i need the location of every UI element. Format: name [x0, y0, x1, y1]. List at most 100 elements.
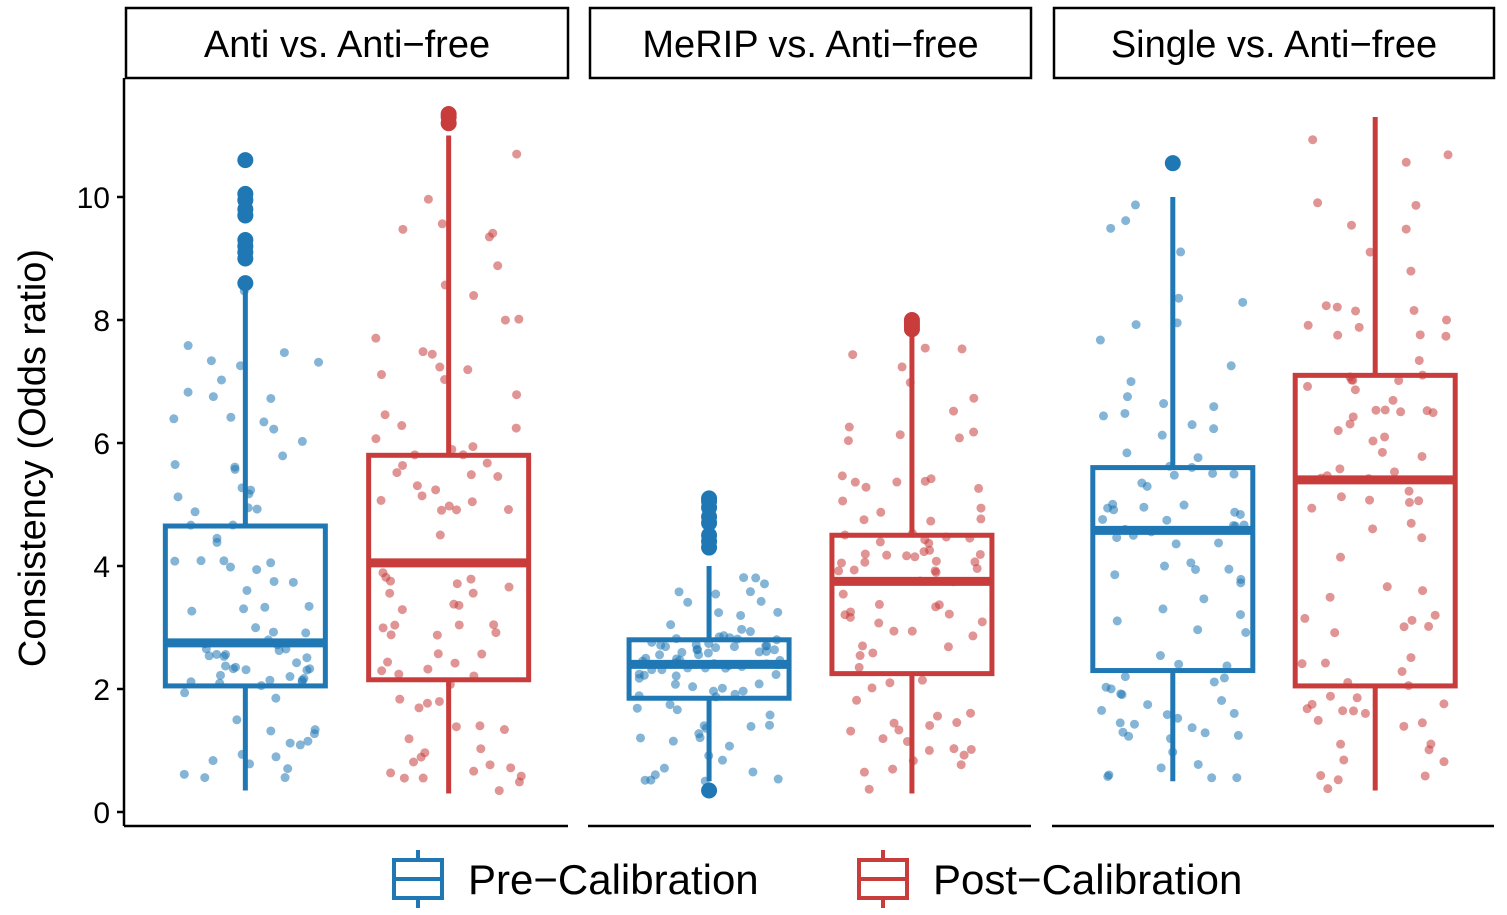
legend-label-post-calibration: Post−Calibration	[933, 856, 1242, 903]
jitter-point	[378, 623, 388, 633]
jitter-point	[423, 194, 433, 204]
jitter-point	[450, 658, 460, 668]
jitter-point	[1160, 561, 1170, 571]
jitter-point	[1406, 266, 1416, 276]
jitter-point	[444, 501, 454, 511]
jitter-point	[221, 661, 231, 671]
jitter-point	[1371, 405, 1381, 415]
jitter-point	[874, 618, 884, 628]
jitter-point	[837, 471, 847, 481]
jitter-point	[468, 588, 478, 598]
jitter-point	[230, 464, 240, 474]
jitter-point	[1118, 727, 1128, 737]
facet-strip-label: MeRIP vs. Anti−free	[642, 24, 978, 66]
jitter-point	[1097, 705, 1107, 715]
jitter-point	[416, 752, 426, 762]
jitter-point	[836, 558, 846, 568]
jitter-point	[434, 696, 444, 706]
jitter-point	[1323, 784, 1333, 794]
facet-strip-label: Single vs. Anti−free	[1111, 24, 1437, 66]
jitter-point	[933, 711, 943, 721]
jitter-point	[736, 610, 746, 620]
jitter-point	[1186, 558, 1196, 568]
jitter-point	[969, 427, 979, 437]
jitter-point	[392, 468, 402, 478]
jitter-point	[926, 474, 936, 484]
box-post-calibration	[366, 105, 532, 796]
jitter-point	[674, 587, 684, 597]
jitter-point	[974, 483, 984, 493]
jitter-point	[475, 721, 485, 731]
y-tick-label: 2	[93, 674, 110, 707]
jitter-point	[1365, 495, 1375, 505]
outlier-point	[701, 490, 718, 507]
jitter-point	[959, 750, 969, 760]
jitter-point	[972, 563, 982, 573]
jitter-point	[632, 703, 642, 713]
jitter-point	[504, 582, 514, 592]
jitter-point	[745, 627, 755, 637]
box-iqr	[1090, 465, 1256, 674]
jitter-point	[1321, 301, 1331, 311]
y-tick-label: 8	[93, 305, 110, 338]
jitter-point	[1308, 135, 1318, 145]
jitter-point	[711, 643, 721, 653]
jitter-point	[860, 557, 870, 567]
jitter-point	[867, 683, 877, 693]
jitter-point	[386, 768, 396, 778]
jitter-point	[466, 574, 476, 584]
jitter-point	[196, 556, 206, 566]
y-tick-label: 0	[93, 797, 110, 830]
jitter-point	[499, 725, 509, 735]
jitter-point	[834, 566, 844, 576]
jitter-point	[1169, 470, 1179, 480]
jitter-point	[688, 682, 698, 692]
jitter-point	[759, 579, 769, 589]
jitter-point	[268, 627, 278, 637]
jitter-point	[376, 370, 386, 380]
jitter-point	[1122, 392, 1132, 402]
jitter-point	[449, 599, 459, 609]
jitter-point	[278, 451, 288, 461]
jitter-point	[1424, 621, 1434, 631]
jitter-point	[435, 362, 445, 372]
jitter-point	[390, 620, 400, 630]
jitter-point	[297, 436, 307, 446]
jitter-point	[190, 507, 200, 517]
jitter-point	[386, 630, 396, 640]
jitter-point	[1209, 424, 1219, 434]
jitter-point	[1407, 615, 1417, 625]
jitter-point	[1360, 708, 1370, 718]
jitter-point	[170, 460, 180, 470]
jitter-point	[1129, 719, 1139, 729]
jitter-point	[371, 333, 381, 343]
jitter-point	[394, 669, 404, 679]
jitter-point	[848, 350, 858, 360]
jitter-point	[452, 579, 462, 589]
jitter-point	[225, 562, 235, 572]
jitter-point	[724, 741, 734, 751]
jitter-point	[265, 675, 275, 685]
jitter-point	[266, 558, 276, 568]
jitter-point	[489, 620, 499, 630]
jitter-point	[897, 362, 907, 372]
jitter-point	[1174, 293, 1184, 303]
jitter-point	[1143, 700, 1153, 710]
jitter-point	[1106, 223, 1116, 233]
jitter-point	[1368, 524, 1378, 534]
jitter-point	[260, 602, 270, 612]
jitter-point	[512, 149, 522, 159]
jitter-point	[485, 760, 495, 770]
jitter-point	[1411, 200, 1421, 210]
jitter-point	[1130, 200, 1140, 210]
jitter-point	[285, 738, 295, 748]
jitter-point	[1417, 718, 1427, 728]
jitter-point	[931, 602, 941, 612]
jitter-point	[1126, 377, 1136, 387]
jitter-point	[397, 421, 407, 431]
jitter-point	[926, 516, 936, 526]
jitter-point	[1350, 385, 1360, 395]
jitter-point	[849, 565, 859, 575]
jitter-point	[398, 224, 408, 234]
jitter-point	[414, 703, 424, 713]
